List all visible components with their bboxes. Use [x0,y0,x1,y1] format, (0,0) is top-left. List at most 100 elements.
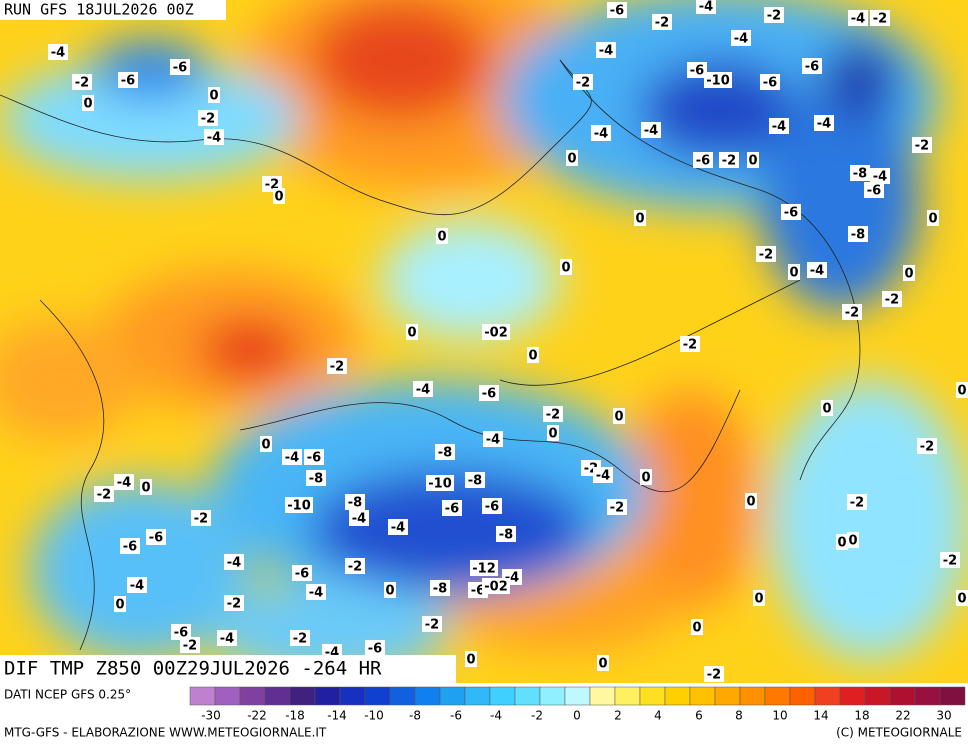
label-box [349,510,369,526]
label-box [940,552,960,568]
contour-label: -2 [722,154,736,169]
color-swatch [389,686,416,706]
label-box [543,406,563,422]
contour-label: -6 [690,64,704,79]
contour-label: -4 [486,433,500,448]
label-box [641,122,661,138]
label-box [547,425,559,441]
label-box [956,382,968,398]
label-box [691,619,703,635]
contour-label: 0 [437,230,446,245]
contour-label: -10 [287,499,311,514]
contour-label: 0 [261,438,270,453]
label-box [224,554,244,570]
label-box [573,74,593,90]
contour-label: -4 [734,32,748,47]
contour-label: -02 [484,326,508,341]
label-box [345,494,365,510]
color-swatch [239,686,266,706]
label-box [912,137,932,153]
label-box [640,469,652,485]
label-box [430,580,450,596]
label-box [607,499,627,515]
contour-label: 0 [957,592,966,607]
contour-label: -2 [920,440,934,455]
color-swatch [839,686,866,706]
label-box [882,291,902,307]
color-swatch [414,686,441,706]
color-swatch [914,686,941,706]
color-swatch [289,686,316,706]
contour-label: -4 [352,512,366,527]
label-box [814,115,834,131]
label-box [756,246,776,262]
label-box [406,324,418,340]
contour-label: -8 [468,474,482,489]
label-box [745,493,757,509]
contour-label: -6 [867,184,881,199]
contour-label: 0 [528,349,537,364]
footer-left: MTG-GFS - ELABORAZIONE WWW.METEOGIORNALE… [4,726,327,740]
contour-label: -2 [610,501,624,516]
contour-label: -4 [130,579,144,594]
contour-label: -6 [805,60,819,75]
label-box [198,110,218,126]
label-box [566,150,578,166]
label-box [127,577,147,593]
label-box [146,529,166,545]
contour-label: -4 [416,383,430,398]
color-swatch [439,686,466,706]
color-swatch [464,686,491,706]
contour-label: -4 [817,117,831,132]
contour-label: -8 [348,496,362,511]
label-box [306,584,326,600]
contour-label: -4 [851,12,865,27]
label-box [482,324,510,340]
contour-label: 0 [567,152,576,167]
contour-label: -6 [368,642,382,657]
label-box [956,590,968,606]
contour-label: -2 [683,338,697,353]
contour-label: 0 [848,534,857,549]
legend-tick-label: 8 [735,709,743,723]
label-box [821,400,833,416]
label-box [593,467,613,483]
color-swatch [564,686,591,706]
label-box [848,10,868,26]
color-swatch [714,686,741,706]
contour-label: 0 [754,592,763,607]
label-box [114,474,134,490]
header-box [0,0,226,20]
color-swatch [539,686,566,706]
color-swatch [939,686,966,706]
label-box [903,265,915,281]
contour-label: -2 [707,668,721,683]
label-box [118,72,138,88]
label-box [290,630,310,646]
contour-label: -2 [915,139,929,154]
contour-label: -2 [943,554,957,569]
contour-label: 0 [822,402,831,417]
legend-tick-label: -6 [450,709,462,723]
label-box [847,532,859,548]
label-box [753,590,765,606]
color-swatch [189,686,216,706]
label-box [731,30,751,46]
label-box [613,408,625,424]
legend-tick-label: -22 [247,709,267,723]
contour-label: -6 [123,540,137,555]
label-box [769,118,789,134]
contour-label: -2 [97,488,111,503]
label-box [802,58,822,74]
contour-label: -8 [853,167,867,182]
label-box [436,228,448,244]
contour-label: -2 [183,639,197,654]
label-box [435,444,455,460]
footer-right: (C) METEOGIORNALE [836,726,962,740]
label-box [781,204,801,220]
contour-label: -4 [699,0,713,15]
contour-label: -2 [873,12,887,27]
label-box [388,519,408,535]
label-box [704,72,732,88]
